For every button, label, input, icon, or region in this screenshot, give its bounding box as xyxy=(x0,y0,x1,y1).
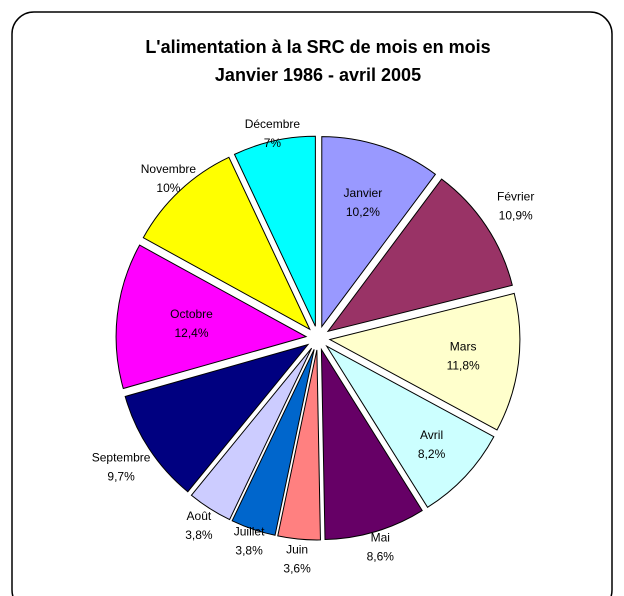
pie-slice xyxy=(233,135,316,327)
slice-label: Août xyxy=(187,509,212,523)
slice-value-label: 10,9% xyxy=(499,209,533,223)
pie-slice xyxy=(320,347,423,540)
slice-value-label: 3,6% xyxy=(283,561,311,575)
pie-slice xyxy=(321,136,437,329)
slice-value-label: 8,6% xyxy=(367,550,395,564)
slice-value-label: 3,8% xyxy=(185,528,213,542)
slice-value-label: 11,8% xyxy=(447,359,480,373)
slice-label: Janvier xyxy=(344,186,383,200)
slice-value-label: 8,2% xyxy=(418,447,446,461)
pie-slice xyxy=(277,349,321,541)
slice-label: Mai xyxy=(371,531,390,545)
pie-slice xyxy=(190,347,313,521)
pie-slice xyxy=(326,178,513,333)
slice-label: Octobre xyxy=(170,307,213,321)
slice-label: Mars xyxy=(450,340,477,354)
slice-label: Juillet xyxy=(234,525,265,539)
slice-label: Juin xyxy=(286,542,308,556)
pie-slice xyxy=(142,156,311,331)
slice-label: Avril xyxy=(420,428,443,442)
slice-label: Décembre xyxy=(245,117,301,131)
pie-slice xyxy=(328,292,521,431)
chart-subtitle: Janvier 1986 - avril 2005 xyxy=(215,65,421,85)
slice-value-label: 10% xyxy=(156,181,180,195)
pie-slice xyxy=(115,244,308,390)
pie-slice xyxy=(231,349,315,536)
chart-title: L'alimentation à la SRC de mois en mois xyxy=(145,37,490,57)
pie-slice xyxy=(124,343,310,493)
slice-value-label: 7% xyxy=(264,136,282,150)
pie-slice xyxy=(325,344,495,508)
slice-label: Septembre xyxy=(92,451,151,465)
slice-label: Février xyxy=(497,190,534,204)
slice-value-label: 12,4% xyxy=(174,326,208,340)
slice-value-label: 10,2% xyxy=(346,205,380,219)
slice-value-label: 9,7% xyxy=(107,470,135,484)
slice-label: Novembre xyxy=(141,162,197,176)
slice-value-label: 3,8% xyxy=(235,544,263,558)
